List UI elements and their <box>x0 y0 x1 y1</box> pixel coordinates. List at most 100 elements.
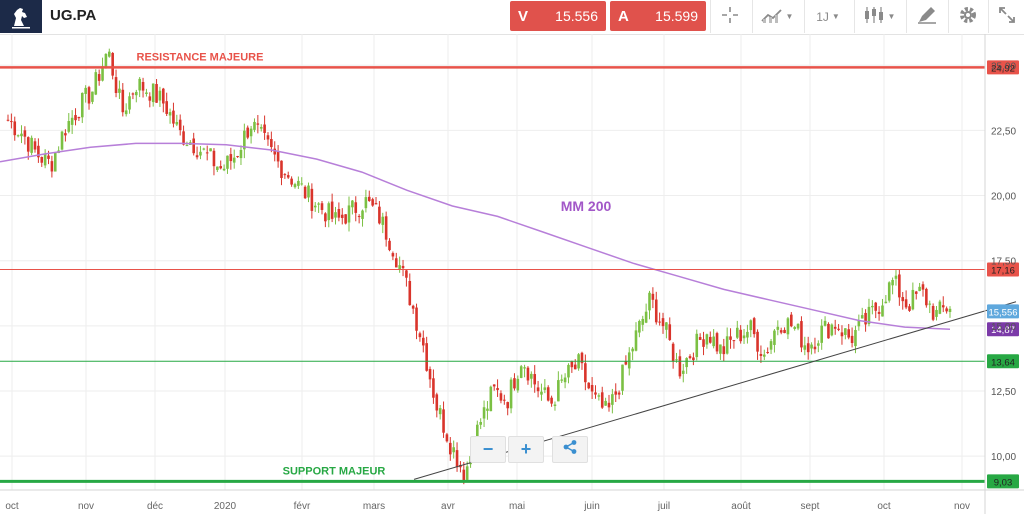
candle-body <box>364 197 368 209</box>
candle-body <box>732 340 736 342</box>
candle-body <box>641 318 645 325</box>
share-button[interactable] <box>552 436 588 463</box>
candle-body <box>567 364 570 378</box>
candle-body <box>324 213 327 222</box>
candle-body <box>270 139 273 148</box>
candle-body <box>800 321 803 348</box>
candle-body <box>30 137 33 153</box>
candle-body <box>205 152 209 154</box>
candle-body <box>776 326 780 330</box>
crosshair-icon <box>720 5 740 28</box>
candle-body <box>847 329 851 338</box>
settings-button[interactable] <box>948 0 987 33</box>
candle-body <box>486 408 489 411</box>
candle-body <box>648 292 651 311</box>
candle-body <box>901 297 905 302</box>
candle-body <box>597 395 601 397</box>
resistance-label: RESISTANCE MAJEURE <box>137 51 264 63</box>
candle-body <box>722 346 726 355</box>
candle-body <box>374 203 378 205</box>
candle-body <box>162 88 165 104</box>
candle-body <box>26 137 30 152</box>
x-tick-label: nov <box>954 501 970 512</box>
candle-body <box>371 199 374 206</box>
candle-body <box>729 336 732 340</box>
candle-body <box>449 442 452 455</box>
candle-body <box>661 318 665 327</box>
indicators-button[interactable]: ▼ <box>752 0 801 33</box>
candle-body <box>135 91 138 96</box>
fullscreen-button[interactable] <box>988 0 1024 33</box>
candle-body <box>394 258 398 268</box>
x-tick-label: août <box>731 501 751 512</box>
candle-body <box>283 174 287 176</box>
crosshair-button[interactable] <box>710 0 749 33</box>
candle-body <box>300 183 304 185</box>
candle-body <box>489 386 493 412</box>
candle-body <box>688 356 692 359</box>
candle-body <box>290 178 293 185</box>
candle-body <box>13 121 17 136</box>
candle-body <box>941 305 945 308</box>
candle-body <box>651 293 655 300</box>
candle-body <box>796 323 800 329</box>
candle-body <box>74 115 77 121</box>
candle-body <box>344 214 347 224</box>
candle-body <box>644 311 648 323</box>
candle-body <box>320 203 324 210</box>
candle-body <box>752 318 756 335</box>
candle-body <box>712 336 715 347</box>
candle-body <box>442 409 445 433</box>
candle-body <box>465 466 469 480</box>
zoom-in-button[interactable]: + <box>508 436 544 463</box>
candle-body <box>337 209 341 218</box>
candle-body <box>310 188 314 211</box>
candle-body <box>864 312 867 325</box>
candle-body <box>820 325 823 343</box>
candle-body <box>823 320 827 326</box>
y-tick-label: 20,00 <box>991 192 1016 203</box>
candle-body <box>634 330 638 351</box>
x-tick-label: avr <box>441 501 456 512</box>
y-tick-label: 12,50 <box>991 387 1016 398</box>
candle-body <box>178 119 182 131</box>
candle-body <box>435 394 439 411</box>
chart-type-button[interactable]: ▼ <box>854 0 903 33</box>
candle-body <box>658 321 661 323</box>
candle-body <box>37 145 40 158</box>
candle-body <box>195 155 199 158</box>
candle-body <box>202 148 206 150</box>
candle-body <box>77 116 81 119</box>
candle-body <box>654 299 658 323</box>
candle-body <box>121 89 125 113</box>
candle-body <box>496 388 499 391</box>
candle-body <box>563 377 567 383</box>
candle-body <box>16 135 20 137</box>
candle-body <box>378 206 381 224</box>
buy-button[interactable]: A 15.599 <box>610 1 706 31</box>
candle-body <box>817 343 820 346</box>
candle-body <box>158 90 162 101</box>
candle-body <box>540 391 543 395</box>
x-tick-label: juin <box>583 501 600 512</box>
chevron-down-icon: ▼ <box>887 12 896 21</box>
candle-body <box>20 133 23 137</box>
candle-body <box>209 148 212 152</box>
share-icon <box>562 439 578 460</box>
candle-body <box>60 131 64 150</box>
candle-body <box>141 81 145 91</box>
resistance-tag-bg <box>987 60 1019 75</box>
candle-body <box>914 291 918 294</box>
candle-body <box>243 130 246 150</box>
x-tick-label: nov <box>78 501 94 512</box>
sell-button[interactable]: V 15.556 <box>510 1 606 31</box>
candle-body <box>222 168 226 171</box>
zoom-out-button[interactable]: − <box>470 436 506 463</box>
draw-button[interactable] <box>906 0 947 33</box>
candle-body <box>40 156 44 163</box>
period-button[interactable]: 1J ▼ <box>804 0 851 33</box>
candle-body <box>742 335 746 339</box>
level-17-tag: 17,16 <box>991 266 1015 277</box>
candle-body <box>904 299 908 308</box>
candle-body <box>165 101 168 114</box>
